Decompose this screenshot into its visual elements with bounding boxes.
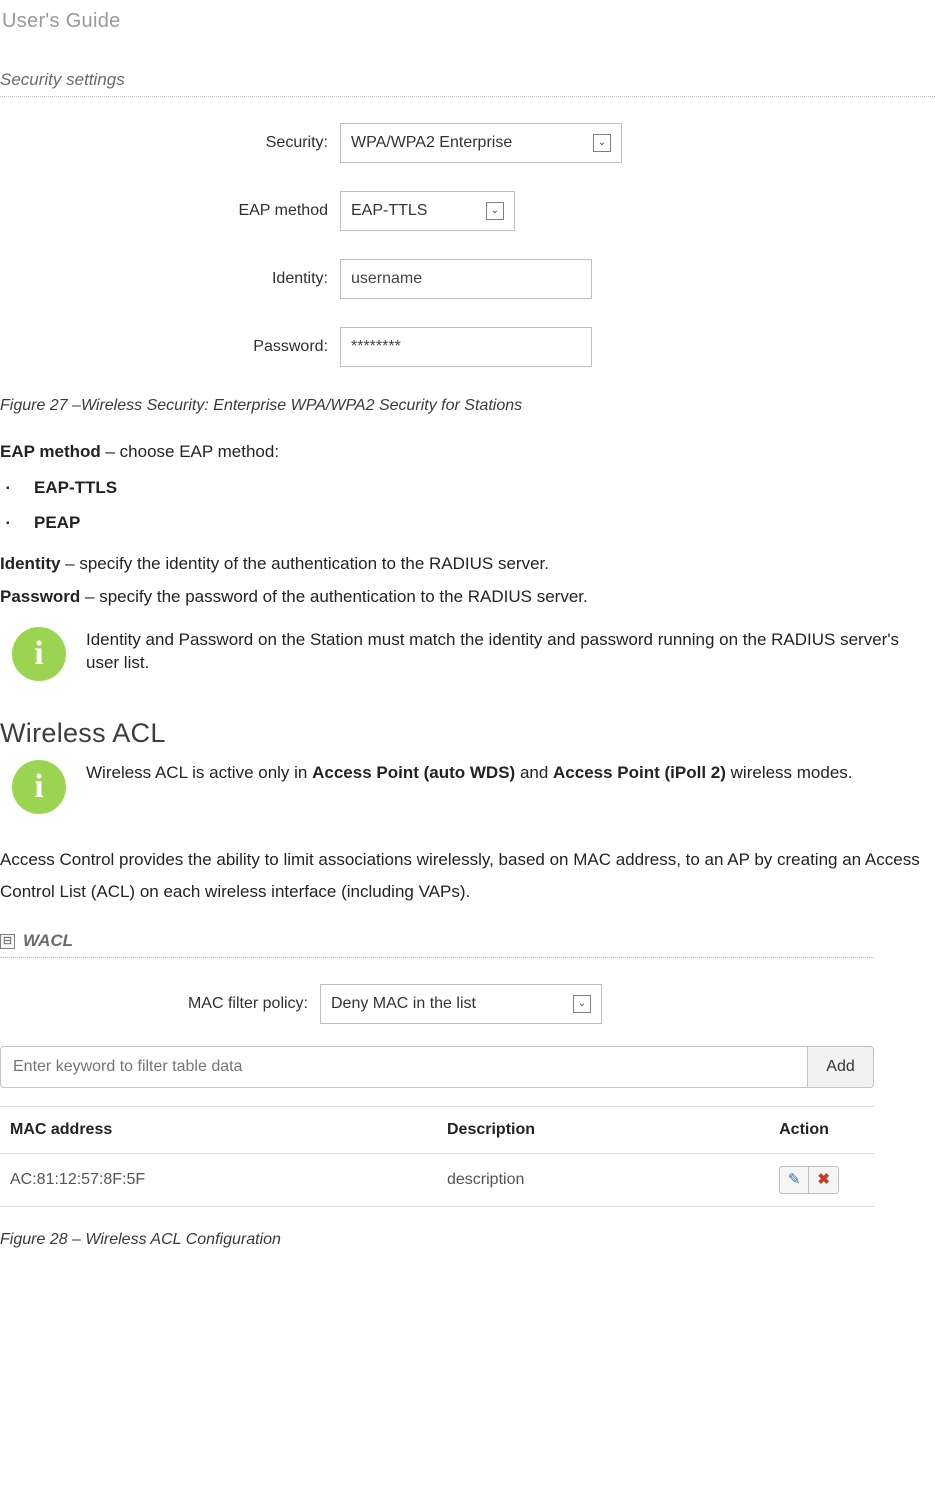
close-icon: ✖ (817, 1170, 830, 1190)
security-settings-figure: Security settings Security: WPA/WPA2 Ent… (0, 63, 935, 367)
security-select-value: WPA/WPA2 Enterprise (351, 132, 512, 154)
col-desc: Description (437, 1107, 769, 1154)
eap-method-select[interactable]: EAP-TTLS ⌄ (340, 191, 515, 231)
security-label: Security: (0, 132, 340, 154)
password-rest: – specify the password of the authentica… (80, 587, 587, 606)
wacl-header[interactable]: ⊟ WACL (0, 930, 874, 958)
security-settings-heading: Security settings (0, 63, 935, 97)
mac-policy-select[interactable]: Deny MAC in the list ⌄ (320, 984, 602, 1024)
identity-paragraph: Identity – specify the identity of the a… (0, 553, 935, 576)
filter-row: Add (0, 1046, 874, 1088)
info-acl-pre: Wireless ACL is active only in (86, 763, 312, 782)
filter-input[interactable] (0, 1046, 808, 1088)
page-title: User's Guide (0, 0, 935, 63)
info-acl-text: Wireless ACL is active only in Access Po… (86, 760, 935, 785)
mac-policy-value: Deny MAC in the list (331, 993, 476, 1015)
row-identity: Identity: (0, 259, 935, 299)
add-button[interactable]: Add (808, 1046, 874, 1088)
info-acl-mid: and (515, 763, 553, 782)
info-acl-b2: Access Point (iPoll 2) (553, 763, 726, 782)
acl-intro-paragraph: Access Control provides the ability to l… (0, 844, 935, 909)
cell-mac: AC:81:12:57:8F:5F (0, 1153, 437, 1206)
info-icon: i (12, 627, 66, 681)
table-row: AC:81:12:57:8F:5F description ✎ ✖ (0, 1153, 874, 1206)
delete-button[interactable]: ✖ (809, 1166, 839, 1194)
mac-policy-label: MAC filter policy: (0, 993, 320, 1015)
password-paragraph: Password – specify the password of the a… (0, 586, 935, 609)
wacl-figure: ⊟ WACL MAC filter policy: Deny MAC in th… (0, 930, 874, 1207)
identity-label: Identity: (0, 268, 340, 290)
identity-bold: Identity (0, 554, 60, 573)
row-security: Security: WPA/WPA2 Enterprise ⌄ (0, 123, 935, 163)
row-eap-method: EAP method EAP-TTLS ⌄ (0, 191, 935, 231)
chevron-down-icon: ⌄ (593, 134, 611, 152)
identity-input[interactable] (340, 259, 592, 299)
eap-method-rest: – choose EAP method: (101, 442, 279, 461)
body-text-1: EAP method – choose EAP method: EAP-TTLS… (0, 441, 935, 610)
figure-27-caption: Figure 27 –Wireless Security: Enterprise… (0, 395, 935, 417)
cell-desc: description (437, 1153, 769, 1206)
security-select[interactable]: WPA/WPA2 Enterprise ⌄ (340, 123, 622, 163)
eap-method-paragraph: EAP method – choose EAP method: (0, 441, 935, 464)
edit-button[interactable]: ✎ (779, 1166, 809, 1194)
chevron-down-icon: ⌄ (486, 202, 504, 220)
col-mac: MAC address (0, 1107, 437, 1154)
pencil-icon: ✎ (788, 1170, 801, 1190)
eap-method-select-value: EAP-TTLS (351, 200, 427, 222)
password-bold: Password (0, 587, 80, 606)
identity-rest: – specify the identity of the authentica… (60, 554, 549, 573)
info-icon: i (12, 760, 66, 814)
row-password: Password: (0, 327, 935, 367)
acl-table: MAC address Description Action AC:81:12:… (0, 1106, 874, 1207)
eap-bullets: EAP-TTLS PEAP (0, 477, 935, 535)
eap-method-bold: EAP method (0, 442, 101, 461)
bullet-peap: PEAP (0, 512, 935, 535)
info-acl-b1: Access Point (auto WDS) (312, 763, 515, 782)
info-acl-post: wireless modes. (726, 763, 853, 782)
password-input[interactable] (340, 327, 592, 367)
collapse-icon[interactable]: ⊟ (0, 934, 15, 949)
col-action: Action (769, 1107, 874, 1154)
chevron-down-icon: ⌄ (573, 995, 591, 1013)
row-mac-policy: MAC filter policy: Deny MAC in the list … (0, 984, 874, 1024)
table-header-row: MAC address Description Action (0, 1107, 874, 1154)
info-acl-modes: i Wireless ACL is active only in Access … (12, 760, 935, 814)
info-identity-password: i Identity and Password on the Station m… (12, 627, 935, 681)
password-label: Password: (0, 336, 340, 358)
eap-method-label: EAP method (0, 200, 340, 222)
info-text: Identity and Password on the Station mus… (86, 627, 935, 675)
wireless-acl-heading: Wireless ACL (0, 715, 935, 751)
wacl-title: WACL (23, 930, 73, 953)
cell-action: ✎ ✖ (769, 1153, 874, 1206)
bullet-eap-ttls: EAP-TTLS (0, 477, 935, 500)
figure-28-caption: Figure 28 – Wireless ACL Configuration (0, 1229, 935, 1251)
